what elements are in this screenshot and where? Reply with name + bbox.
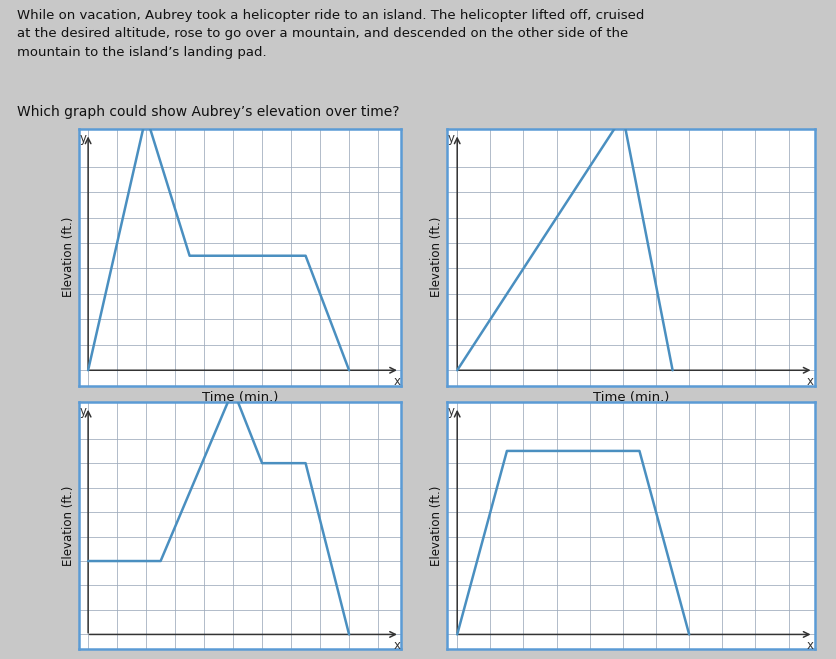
Text: Which graph could show Aubrey’s elevation over time?: Which graph could show Aubrey’s elevatio… (17, 105, 399, 119)
Y-axis label: Elevation (ft.): Elevation (ft.) (430, 486, 443, 565)
Y-axis label: Elevation (ft.): Elevation (ft.) (430, 217, 443, 297)
Text: y: y (448, 132, 455, 145)
X-axis label: Time (min.): Time (min.) (593, 391, 670, 404)
Text: y: y (79, 132, 86, 145)
Text: y: y (448, 405, 455, 418)
Text: x: x (807, 375, 813, 388)
Text: y: y (79, 405, 86, 418)
Text: x: x (394, 639, 400, 652)
Text: x: x (807, 639, 813, 652)
Text: x: x (394, 375, 400, 388)
X-axis label: Time (min.): Time (min.) (202, 391, 278, 404)
Y-axis label: Elevation (ft.): Elevation (ft.) (62, 217, 75, 297)
Y-axis label: Elevation (ft.): Elevation (ft.) (62, 486, 75, 565)
Text: While on vacation, Aubrey took a helicopter ride to an island. The helicopter li: While on vacation, Aubrey took a helicop… (17, 9, 644, 59)
